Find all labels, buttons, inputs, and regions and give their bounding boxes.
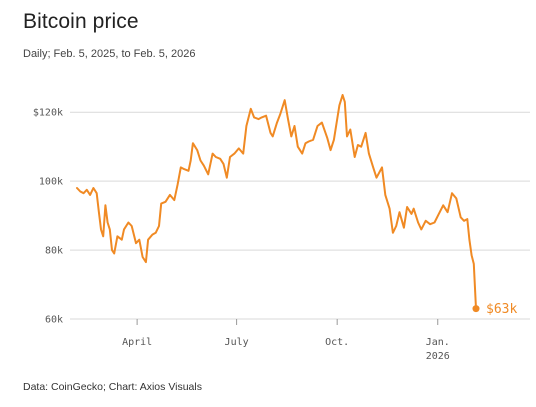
end-point-marker — [472, 305, 480, 313]
x-tick-label-0: April — [122, 337, 152, 348]
y-tick-label-3: $120k — [33, 108, 63, 119]
y-tick-label-1: 80k — [45, 246, 63, 257]
price-series-line-0 — [76, 94, 477, 310]
end-value-label: $63k — [486, 302, 517, 317]
chart-subtitle: Daily; Feb. 5, 2025, to Feb. 5, 2026 — [23, 48, 196, 60]
x-tick-label-1: July — [225, 337, 249, 348]
y-tick-label-2: 100k — [39, 177, 63, 188]
x-tick-label-3: Jan. — [426, 337, 450, 348]
chart-title: Bitcoin price — [23, 10, 139, 33]
x-tick-label-2: Oct. — [325, 337, 349, 348]
x-tick-sublabel-3: 2026 — [426, 351, 450, 362]
source-note: Data: CoinGecko; Chart: Axios Visuals — [23, 381, 202, 393]
y-tick-label-0: 60k — [45, 315, 63, 326]
